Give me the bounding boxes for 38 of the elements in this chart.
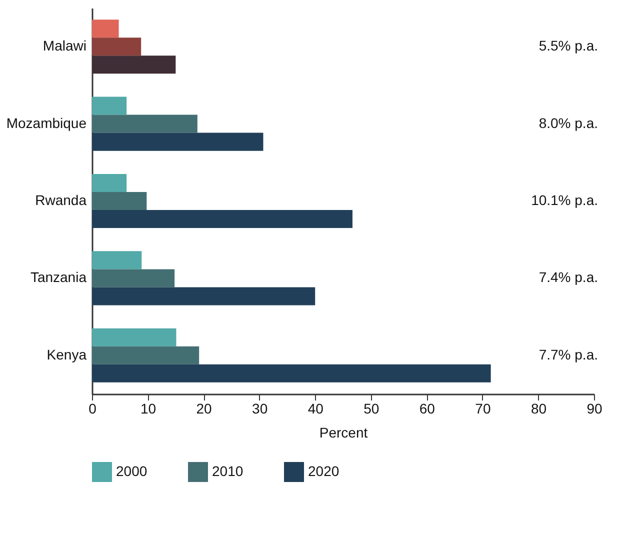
x-tick-label: 90 xyxy=(586,400,602,416)
x-axis-title: Percent xyxy=(319,424,368,440)
legend-label: 2020 xyxy=(308,463,340,479)
bar xyxy=(92,269,175,288)
y-tick-label: Kenya xyxy=(46,346,87,362)
x-tick-label: 10 xyxy=(140,400,156,416)
x-tick-label: 60 xyxy=(419,400,436,416)
annotation: 8.0% p.a. xyxy=(538,114,598,131)
x-tick-label: 80 xyxy=(530,400,547,416)
bar xyxy=(92,346,200,364)
annotation: 10.1% p.a. xyxy=(531,192,598,208)
x-tick-label: 70 xyxy=(475,400,491,416)
bar xyxy=(92,174,127,192)
x-tick-label: 30 xyxy=(252,400,268,416)
bar xyxy=(92,192,147,210)
bar xyxy=(92,210,352,228)
bar xyxy=(92,38,142,56)
bar xyxy=(92,251,142,270)
legend-label: 2000 xyxy=(116,463,148,479)
bar xyxy=(92,364,491,382)
x-tick-label: 20 xyxy=(196,400,212,416)
bar xyxy=(92,132,264,151)
bar xyxy=(92,287,316,306)
bar xyxy=(92,114,198,133)
y-tick-label: Malawi xyxy=(42,38,86,54)
y-tick-label: Mozambique xyxy=(6,114,87,131)
annotation: 7.7% p.a. xyxy=(538,346,598,362)
annotation: 7.4% p.a. xyxy=(538,269,598,286)
x-tick-label: 0 xyxy=(88,400,97,416)
bar xyxy=(92,328,176,346)
annotation: 5.5% p.a. xyxy=(538,38,598,54)
legend-label: 2010 xyxy=(212,463,244,479)
y-tick-label: Tanzania xyxy=(30,269,87,286)
y-tick-label: Rwanda xyxy=(35,192,87,208)
x-tick-label: 50 xyxy=(364,400,380,416)
bar xyxy=(92,20,119,38)
x-tick-label: 40 xyxy=(308,400,324,416)
bar xyxy=(92,96,127,115)
